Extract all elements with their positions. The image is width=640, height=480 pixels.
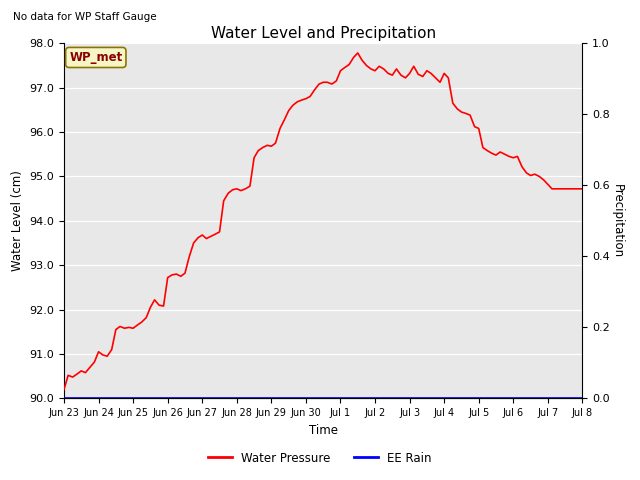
Title: Water Level and Precipitation: Water Level and Precipitation: [211, 25, 436, 41]
Text: No data for WP Staff Gauge: No data for WP Staff Gauge: [13, 12, 156, 22]
Text: WP_met: WP_met: [69, 51, 122, 64]
Legend: Water Pressure, EE Rain: Water Pressure, EE Rain: [204, 447, 436, 469]
Y-axis label: Precipitation: Precipitation: [611, 184, 624, 258]
X-axis label: Time: Time: [308, 424, 338, 437]
Y-axis label: Water Level (cm): Water Level (cm): [11, 170, 24, 271]
